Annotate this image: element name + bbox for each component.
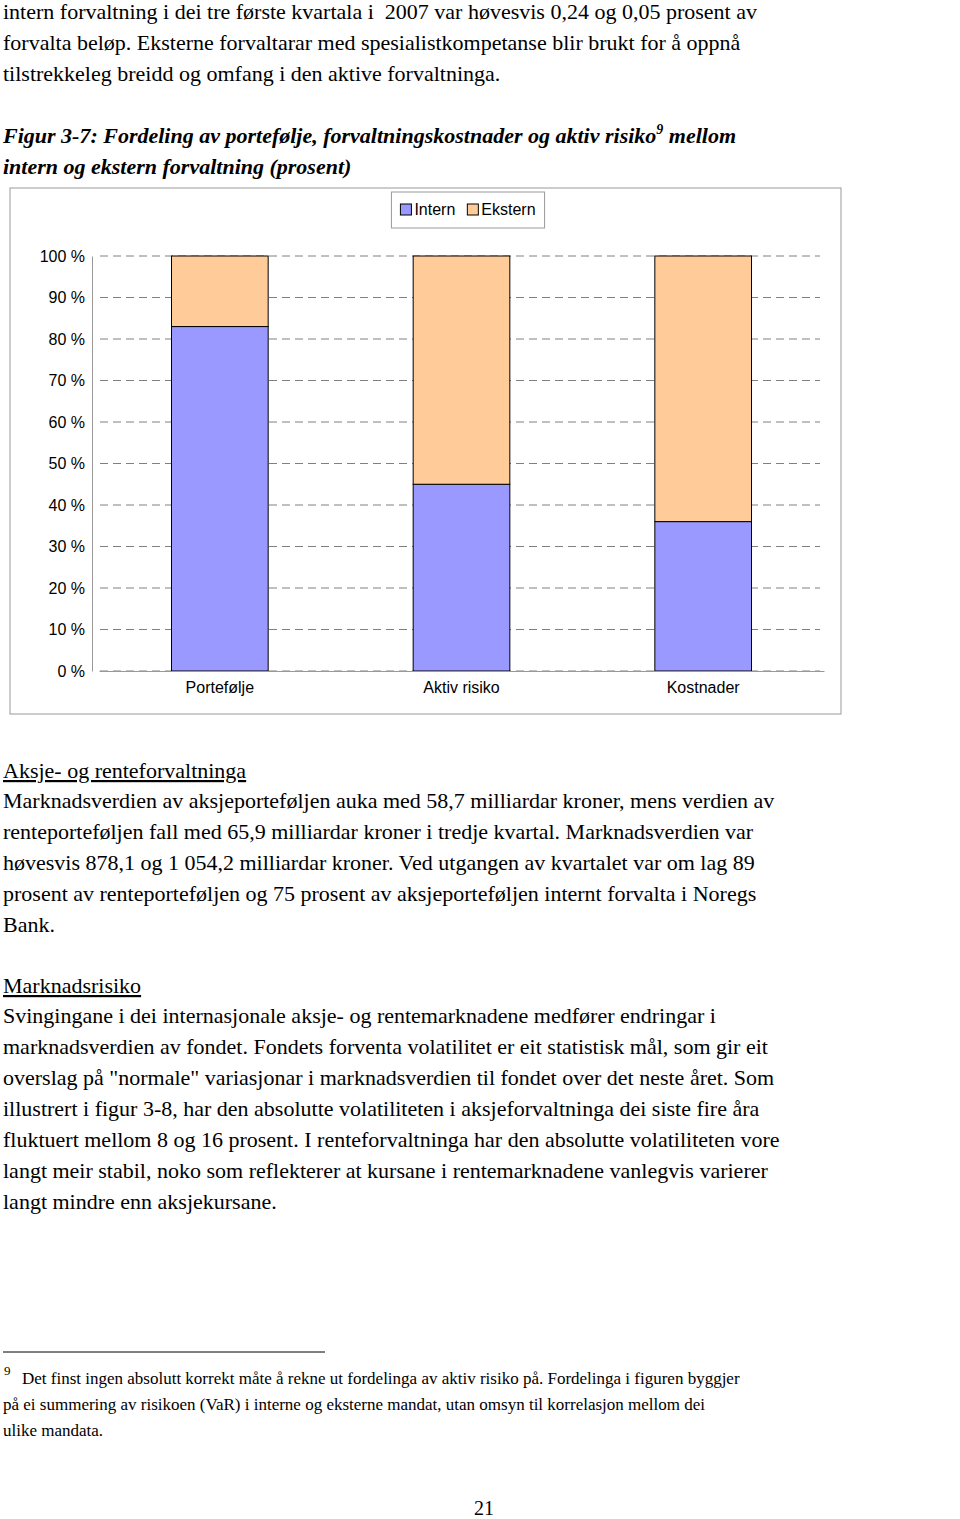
y-tick-label: 50 % (49, 455, 85, 472)
y-tick: 30 % (49, 538, 92, 555)
figure-title-text: mellom (663, 123, 736, 148)
y-tick-label: 70 % (49, 372, 85, 389)
chart-frame (10, 188, 841, 714)
paragraph-line: Marknadsverdien av aksjeporteføljen auka… (3, 788, 774, 813)
x-tick-label: Portefølje (186, 679, 255, 696)
x-tick-label: Kostnader (667, 679, 741, 696)
y-tick: 90 % (49, 289, 92, 306)
legend-swatch (467, 204, 478, 215)
bar-segment (655, 522, 752, 671)
paragraph-line: prosent av renteporteføljen og 75 prosen… (3, 881, 756, 906)
paragraph-line: forvalta beløp. Eksterne forvaltarar med… (3, 30, 741, 55)
x-tick: Aktiv risiko (423, 671, 500, 696)
footnote-ref: 9 (656, 122, 663, 137)
bar-segment (172, 256, 269, 327)
figure-title: Figur 3-7: Fordeling av portefølje, forv… (2, 122, 736, 148)
y-tick-label: 20 % (49, 580, 85, 597)
paragraph-line: marknadsverdien av fondet. Fondets forve… (3, 1034, 768, 1059)
y-tick-label: 100 % (40, 248, 85, 265)
y-tick: 60 % (49, 414, 92, 431)
chart: 0 % 10 % 20 % 30 % 40 % 50 % 60 % 70 % 80 % 90 % 1… (10, 188, 841, 714)
page: intern forvaltning i dei tre første kvar… (0, 0, 960, 1519)
y-tick-label: 30 % (49, 538, 85, 555)
legend-frame (391, 192, 544, 228)
y-tick-label: 40 % (49, 497, 85, 514)
y-tick: 10 % (49, 621, 92, 638)
y-tick-label: 10 % (49, 621, 85, 638)
footnote-line: Det finst ingen absolutt korrekt måte å … (22, 1369, 740, 1388)
legend-label: Intern (414, 201, 455, 218)
legend: Intern Ekstern (391, 192, 544, 228)
y-tick: 0 % (57, 663, 92, 680)
section-heading: Aksje- og renteforvaltninga (3, 758, 246, 783)
x-tick: Kostnader (667, 671, 741, 696)
y-tick-label: 0 % (57, 663, 85, 680)
footnote-line: på ei summering av risikoen (VaR) i inte… (3, 1395, 705, 1414)
paragraph-line: overslag på "normale" variasjonar i mark… (3, 1065, 774, 1090)
x-axis: Portefølje Aktiv risiko Kostnader (100, 671, 825, 696)
y-tick-label: 80 % (49, 331, 85, 348)
x-tick: Portefølje (186, 671, 255, 696)
bar-segment (413, 484, 510, 671)
y-axis-line (92, 257, 93, 672)
footnote-line: ulike mandata. (3, 1421, 103, 1440)
bar-segment (413, 256, 510, 484)
figure-title-text: Figur 3-7: Fordeling av portefølje, forv… (2, 123, 656, 148)
paragraph-line: intern forvaltning i dei tre første kvar… (3, 0, 757, 24)
x-axis-line (100, 671, 825, 672)
paragraph-line: fluktuert mellom 8 og 16 prosent. I rent… (3, 1127, 780, 1152)
y-tick: 80 % (49, 331, 92, 348)
paragraph-line: illustrert i figur 3-8, har den absolutt… (3, 1096, 760, 1121)
legend-swatch (400, 204, 411, 215)
y-tick-label: 90 % (49, 289, 85, 306)
footnote-number: 9 (4, 1363, 11, 1378)
section-heading: Marknadsrisiko (3, 973, 141, 998)
paragraph-line: Bank. (3, 912, 55, 937)
paragraph-line: langt mindre enn aksjekursane. (3, 1189, 277, 1214)
figure-title: intern og ekstern forvaltning (prosent) (3, 154, 351, 179)
paragraph-line: Svingingane i dei internasjonale aksje- … (3, 1003, 716, 1028)
paragraph-line: tilstrekkeleg breidd og omfang i den akt… (3, 61, 500, 86)
legend-label: Ekstern (481, 201, 535, 218)
bar-segment (655, 256, 752, 522)
footnote-rule (3, 1352, 325, 1353)
paragraph-line: høvesvis 878,1 og 1 054,2 milliardar kro… (3, 850, 755, 875)
page-number: 21 (474, 1497, 494, 1519)
y-tick-label: 60 % (49, 414, 85, 431)
x-tick-label: Aktiv risiko (423, 679, 500, 696)
paragraph-line: langt meir stabil, noko som reflekterer … (3, 1158, 768, 1183)
bars (172, 256, 752, 671)
paragraph-line: renteporteføljen fall med 65,9 milliarda… (3, 819, 754, 844)
bar-segment (172, 327, 269, 671)
y-tick: 20 % (49, 580, 92, 597)
y-tick: 40 % (49, 497, 92, 514)
grid (100, 256, 820, 671)
y-tick: 70 % (49, 372, 92, 389)
y-axis: 0 % 10 % 20 % 30 % 40 % 50 % 60 % 70 % 80 % 90 % 1… (40, 248, 93, 680)
y-tick: 100 % (40, 248, 92, 265)
y-tick: 50 % (49, 455, 92, 472)
